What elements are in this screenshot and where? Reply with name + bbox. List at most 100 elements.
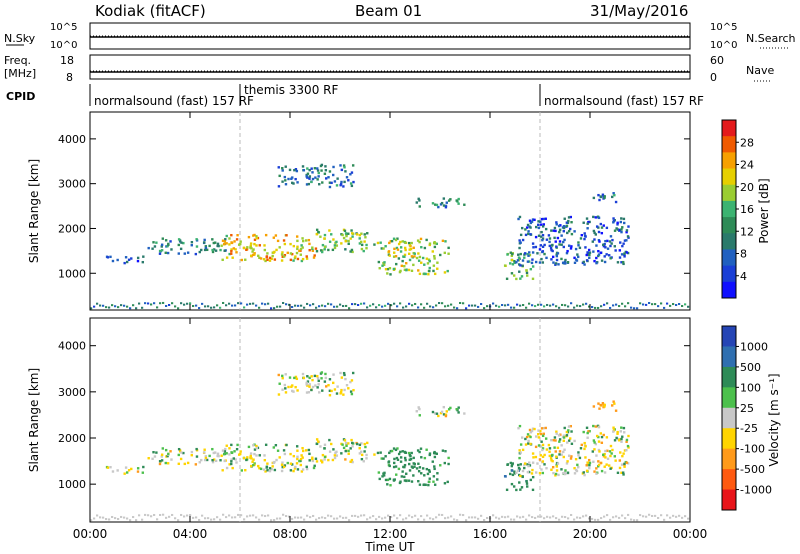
echo-cell xyxy=(586,251,589,254)
ground-scatter-cell xyxy=(579,305,582,308)
echo-cell xyxy=(526,274,529,277)
echo-cell xyxy=(292,454,296,458)
ground-scatter-cell xyxy=(351,514,354,517)
echo-cell xyxy=(540,257,543,261)
echo-cell xyxy=(255,454,258,457)
echo-cell xyxy=(312,256,316,259)
nsearch-tick-top: 10^5 xyxy=(710,22,737,33)
echo-cell xyxy=(294,177,297,181)
ground-scatter-cell xyxy=(261,514,264,517)
ground-scatter-cell xyxy=(363,514,366,517)
echo-cell xyxy=(306,384,309,387)
ground-scatter-cell xyxy=(111,304,114,307)
echo-cell xyxy=(405,268,408,272)
echo-cell xyxy=(228,252,231,256)
y-tick-label: 2000 xyxy=(58,432,86,445)
ground-scatter-cell xyxy=(303,518,306,521)
echo-cell xyxy=(304,449,308,452)
echo-cell xyxy=(333,246,337,250)
echo-cell xyxy=(343,373,346,377)
echo-cell xyxy=(274,444,278,447)
echo-cell xyxy=(548,244,551,248)
echo-cell xyxy=(365,243,368,247)
x-tick-label: 20:00 xyxy=(573,527,608,541)
ground-scatter-cell xyxy=(207,517,210,520)
ground-scatter-cell xyxy=(225,304,228,307)
echo-cell xyxy=(316,374,319,378)
echo-cell xyxy=(292,244,296,248)
echo-cell xyxy=(331,248,335,252)
echo-cell xyxy=(281,169,284,172)
echo-cell xyxy=(164,251,167,255)
echo-cell xyxy=(526,433,530,436)
echo-cell xyxy=(230,252,233,255)
echo-cell xyxy=(437,414,440,418)
echo-cell xyxy=(515,277,518,281)
echo-cell xyxy=(377,471,381,474)
ground-scatter-cell xyxy=(300,516,303,519)
echo-cell xyxy=(529,233,532,236)
echo-cell xyxy=(395,473,398,476)
echo-cell xyxy=(300,454,303,457)
ground-scatter-cell xyxy=(447,304,450,307)
echo-cell xyxy=(296,468,300,471)
echo-cell xyxy=(147,246,150,250)
ground-scatter-cell xyxy=(120,304,123,307)
colorbar-tick-label: 4 xyxy=(740,270,747,283)
echo-cell xyxy=(299,253,302,256)
echo-cell xyxy=(420,472,423,475)
ground-scatter-cell xyxy=(240,302,243,305)
echo-cell xyxy=(621,454,624,458)
echo-cell xyxy=(311,456,314,459)
echo-cell xyxy=(591,450,595,453)
echo-cell xyxy=(296,245,299,248)
echo-cell xyxy=(608,254,611,257)
ground-scatter-cell xyxy=(255,516,258,519)
ground-scatter-cell xyxy=(264,303,267,306)
echo-cell xyxy=(109,255,112,259)
echo-cell xyxy=(123,261,126,265)
echo-cell xyxy=(320,250,324,254)
colorbar-swatch xyxy=(722,281,736,299)
echo-cell xyxy=(410,480,414,483)
echo-cell xyxy=(253,242,256,246)
echo-cell xyxy=(384,455,387,458)
ground-scatter-cell xyxy=(342,516,345,519)
echo-cell xyxy=(288,376,292,379)
colorbar-swatch xyxy=(722,184,736,202)
echo-cell xyxy=(222,452,226,456)
echo-cell xyxy=(417,197,420,201)
ground-scatter-cell xyxy=(375,306,378,309)
echo-cell xyxy=(291,389,294,393)
echo-cell xyxy=(349,237,352,240)
echo-cell xyxy=(339,391,343,394)
echo-cell xyxy=(442,197,446,200)
echo-cell xyxy=(284,373,287,376)
echo-cell xyxy=(621,435,624,438)
ground-scatter-cell xyxy=(324,517,327,520)
echo-cell xyxy=(567,425,571,428)
nsky-tick-top: 10^5 xyxy=(50,22,77,33)
echo-cell xyxy=(291,384,294,387)
echo-cell xyxy=(344,377,347,381)
ground-scatter-cell xyxy=(639,302,642,305)
echo-cell xyxy=(592,215,595,219)
echo-cell xyxy=(307,448,311,452)
echo-cell xyxy=(316,169,320,172)
ground-scatter-cell xyxy=(552,303,555,306)
echo-cell xyxy=(274,234,278,237)
echo-cell xyxy=(534,435,538,438)
echo-cell xyxy=(214,249,218,252)
ground-scatter-cell xyxy=(267,514,270,517)
echo-cell xyxy=(613,245,616,248)
echo-cell xyxy=(600,231,604,235)
nsky-panel: N.Sky 10^5 10^0 10^5 10^0 N.Search xyxy=(4,22,796,51)
echo-cell xyxy=(612,426,615,429)
ground-scatter-cell xyxy=(135,307,138,310)
echo-cell xyxy=(613,455,616,458)
echo-cell xyxy=(544,227,548,231)
echo-cell xyxy=(531,461,535,464)
echo-cell xyxy=(250,254,253,257)
echo-cell xyxy=(392,267,396,271)
echo-cell xyxy=(225,256,229,259)
